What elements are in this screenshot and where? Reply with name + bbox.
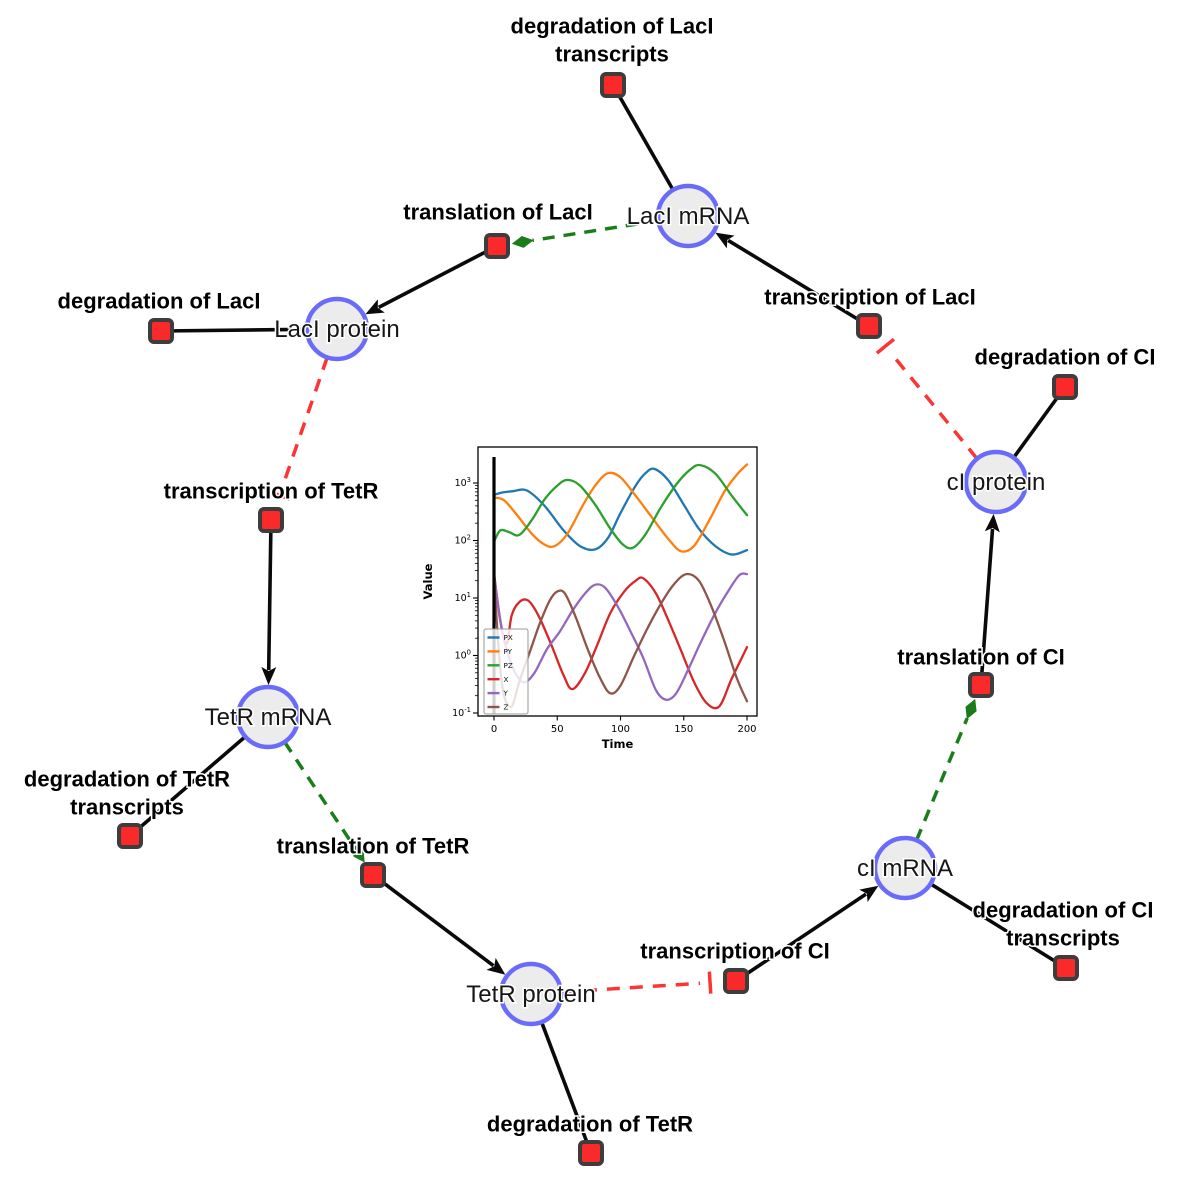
labels-layer: degradation of LacI transcripts translatio… [22, 12, 1157, 1138]
legend-label-X: X [504, 675, 509, 684]
edge-inhibition-laci_protein-transc_tetr-tbar [268, 490, 291, 501]
species-node-laci-mrna[interactable] [655, 183, 721, 249]
reaction-node-transc-laci[interactable] [856, 313, 882, 339]
reaction-label-transl-ci: translation of CI [897, 645, 1064, 670]
series-PY [492, 463, 749, 553]
reaction-node-transl-ci[interactable] [968, 672, 994, 698]
reaction-node-deg-laci-tr[interactable] [600, 72, 626, 98]
species-label-ci-mrna: cI mRNA [857, 855, 953, 882]
edge-production-ci_protein-transl_ci [979, 528, 995, 686]
species-node-tetr-mrna[interactable] [235, 684, 301, 750]
reaction-node-transc-tetr[interactable] [258, 507, 284, 533]
reaction-label-deg-tetr-tr: degradation of TetR [24, 767, 230, 792]
reaction-label-transc-tetr: transcription of TetR [164, 479, 379, 504]
plot-frame [477, 446, 758, 717]
edge-modifier-ci_mrna-transl_ci [914, 717, 969, 841]
edge-production-laci_mrna-transc_laci-arrowhead [715, 232, 735, 249]
edge-production-ci_mrna-transc_ci-arrowhead [859, 885, 879, 902]
edge-inhibition-laci_protein-transc_tetr [281, 356, 329, 487]
reaction-node-deg-ci-tr[interactable] [1053, 955, 1079, 981]
reaction-label-deg-tetr: degradation of TetR [487, 1112, 693, 1137]
nodes-layer [117, 72, 1079, 1166]
species-label-tetr-protein: TetR protein [466, 981, 595, 1008]
species-label-ci-protein: cI protein [947, 469, 1046, 496]
edge-consumption-laci_mrna-deg_laci_tr [611, 84, 675, 191]
reaction-label-transl-tetr: translation of TetR [277, 834, 470, 859]
reaction-label-deg-ci-tr: transcripts [1006, 926, 1120, 951]
edge-modifier-tetr_mrna-transl_tetr [283, 741, 355, 846]
reaction-label-deg-ci: degradation of CI [975, 345, 1156, 370]
reaction-label-deg-laci-tr: degradation of LacI [511, 14, 714, 39]
edge-consumption-ci_mrna-deg_ci_tr [929, 882, 1067, 970]
series-X [492, 572, 749, 710]
edge-inhibition-tetr_protein-transc_ci [560, 981, 701, 994]
legend-label-Y: Y [503, 689, 509, 698]
series-PZ [492, 463, 749, 550]
reaction-node-deg-laci[interactable] [148, 318, 174, 344]
legend-label-PZ: PZ [504, 661, 513, 670]
edge-inhibition-ci_protein-transc_laci [890, 352, 979, 460]
reaction-node-transl-tetr[interactable] [360, 862, 386, 888]
y-axis-label: Value [421, 563, 435, 599]
edge-production-laci_protein-transl_laci-arrowhead [365, 299, 385, 315]
reaction-label-deg-laci-tr: transcripts [555, 42, 669, 67]
series-PX [492, 467, 749, 556]
reaction-label-deg-laci: degradation of LacI [58, 289, 261, 314]
reaction-label-deg-ci-tr: degradation of CI [973, 898, 1154, 923]
x-tick-label: 0 [491, 724, 497, 735]
species-label-laci-protein: LacI protein [274, 316, 399, 343]
legend-label-PY: PY [504, 647, 513, 656]
species-node-laci-protein[interactable] [304, 296, 370, 362]
edge-production-ci_protein-transl_ci-arrowhead [984, 513, 1000, 533]
legend-label-Z: Z [504, 703, 509, 712]
edge-consumption-laci_protein-deg_laci [160, 327, 308, 333]
reaction-node-transc-ci[interactable] [723, 968, 749, 994]
edge-production-laci_protein-transl_laci [377, 244, 498, 309]
species-label-laci-mrna: LacI mRNA [627, 203, 750, 230]
species-node-ci-mrna[interactable] [872, 835, 938, 901]
reaction-label-transc-ci: transcription of CI [640, 939, 829, 964]
reaction-node-deg-ci[interactable] [1052, 374, 1078, 400]
edge-consumption-tetr_protein-deg_tetr [539, 1021, 593, 1154]
species-node-ci-protein[interactable] [963, 449, 1029, 515]
edge-production-ci_mrna-transc_ci [734, 892, 867, 983]
edge-production-tetr_protein-transl_tetr-arrowhead [486, 957, 506, 975]
legend-label-PX: PX [504, 633, 513, 642]
reaction-node-deg-tetr-tr[interactable] [117, 823, 143, 849]
edge-production-tetr_mrna-transc_tetr-arrowhead [261, 666, 277, 685]
x-tick-label: 200 [737, 724, 756, 735]
edge-production-laci_mrna-transc_laci [727, 238, 870, 328]
edge-modifier-tetr_mrna-transl_tetr-diamond [352, 844, 365, 863]
reaction-label-deg-tetr-tr: transcripts [70, 795, 184, 820]
edge-consumption-tetr_mrna-deg_tetr_tr [128, 735, 247, 838]
edge-inhibition-ci_protein-transc_laci-tbar [875, 337, 896, 355]
x-tick-label: 50 [551, 724, 564, 735]
legend: PX PY PZ XYZ [483, 628, 529, 715]
x-tick-label: 100 [611, 724, 630, 735]
edge-production-tetr_mrna-transc_tetr [266, 519, 273, 671]
plot-background [423, 436, 773, 760]
edges-layer [128, 84, 1067, 1154]
reaction-label-transc-laci: transcription of LacI [764, 285, 975, 310]
x-axis-label: Time [602, 737, 634, 751]
reaction-node-transl-laci[interactable] [484, 233, 510, 259]
edge-production-tetr_protein-transl_tetr [371, 873, 495, 968]
species-label-tetr-mrna: TetR mRNA [205, 704, 332, 731]
reaction-node-deg-tetr[interactable] [578, 1140, 604, 1166]
edge-inhibition-tetr_protein-transc_ci-tbar [707, 971, 713, 994]
edge-modifier-laci_mrna-transl_laci [532, 218, 659, 243]
edge-modifier-laci_mrna-transl_laci-diamond [511, 236, 534, 248]
reaction-label-transl-laci: translation of LacI [403, 200, 592, 225]
species-node-tetr-protein[interactable] [498, 961, 564, 1027]
edge-modifier-ci_mrna-transl_ci-diamond [965, 698, 977, 720]
x-tick-label: 150 [674, 724, 693, 735]
